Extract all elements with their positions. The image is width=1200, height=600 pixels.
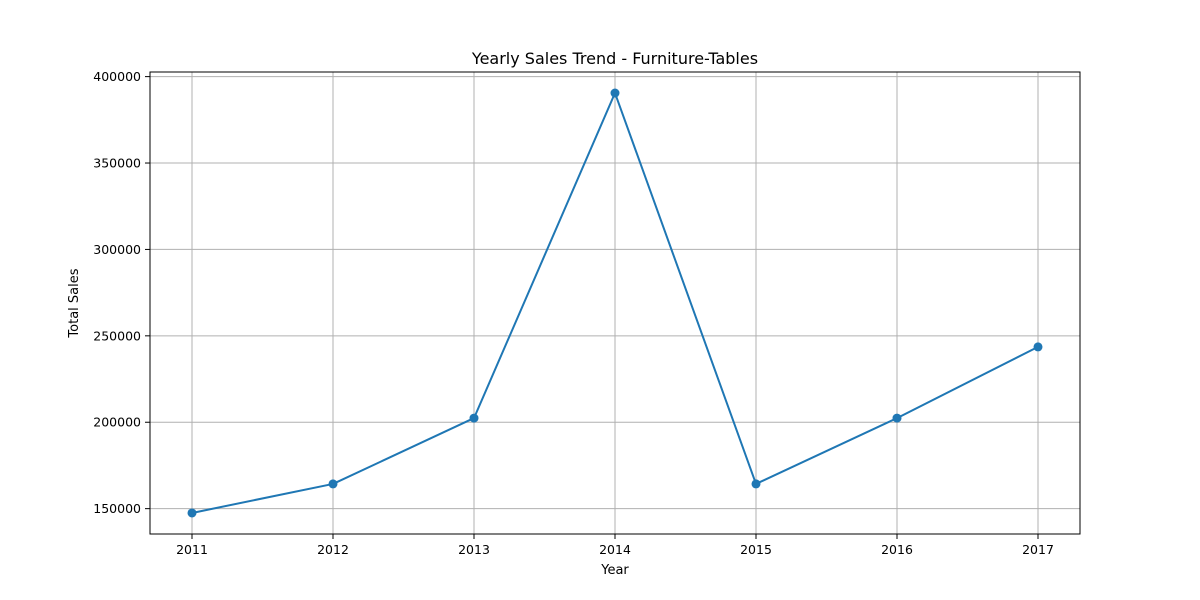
x-tick-label: 2016 xyxy=(881,542,913,557)
series-markers xyxy=(187,88,1043,518)
data-point-marker xyxy=(187,508,197,518)
data-point-marker xyxy=(469,413,479,423)
y-tick-label: 400000 xyxy=(93,69,141,84)
y-axis-label: Total Sales xyxy=(67,268,82,338)
data-point-marker xyxy=(892,413,902,423)
x-axis-ticks: 2011 2012 2013 2014 2015 2016 2017 xyxy=(176,534,1054,557)
y-tick-label: 200000 xyxy=(93,415,141,430)
y-tick-label: 350000 xyxy=(93,156,141,171)
x-tick-label: 2014 xyxy=(599,542,631,557)
x-tick-label: 2012 xyxy=(317,542,349,557)
data-point-marker xyxy=(328,479,338,489)
y-tick-label: 300000 xyxy=(93,242,141,257)
x-tick-label: 2015 xyxy=(740,542,772,557)
x-tick-label: 2011 xyxy=(176,542,208,557)
x-tick-label: 2013 xyxy=(458,542,490,557)
data-point-marker xyxy=(610,88,620,98)
x-axis-label: Year xyxy=(600,563,629,578)
chart-title: Yearly Sales Trend - Furniture-Tables xyxy=(471,49,758,68)
data-point-marker xyxy=(751,479,761,489)
y-axis-ticks: 150000 200000 250000 300000 350000 400000 xyxy=(93,69,150,516)
y-tick-label: 250000 xyxy=(93,328,141,343)
y-tick-label: 150000 xyxy=(93,501,141,516)
data-point-marker xyxy=(1033,342,1043,352)
grid-lines xyxy=(150,72,1080,534)
x-tick-label: 2017 xyxy=(1022,542,1054,557)
